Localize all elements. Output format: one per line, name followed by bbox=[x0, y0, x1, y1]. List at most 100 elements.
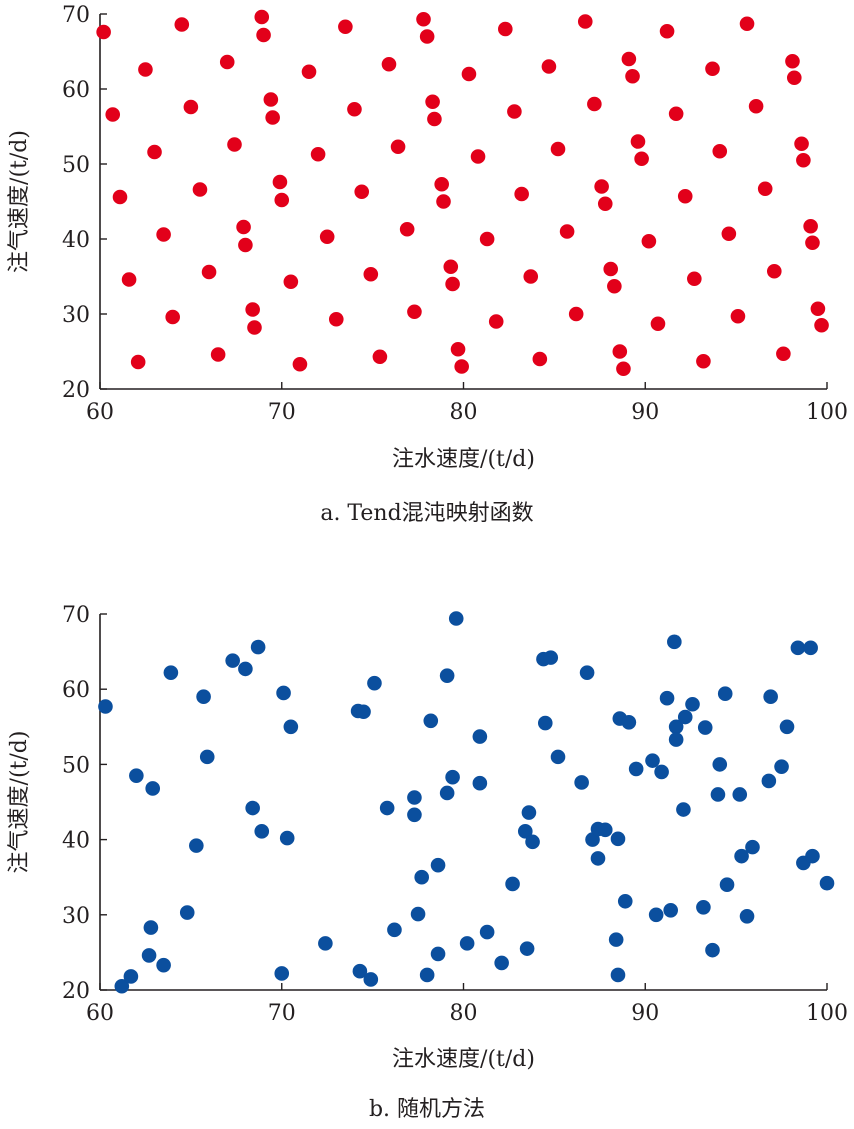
data-point bbox=[179, 905, 195, 920]
data-point bbox=[719, 877, 735, 893]
data-point bbox=[276, 685, 291, 701]
x-axis-label-a: 注水速度/(t/d) bbox=[392, 447, 535, 472]
data-point bbox=[367, 675, 382, 691]
data-point bbox=[363, 266, 379, 282]
data-point bbox=[517, 824, 533, 839]
data-point bbox=[621, 51, 637, 67]
data-point bbox=[381, 56, 397, 72]
points-a bbox=[96, 9, 829, 377]
data-point bbox=[603, 261, 619, 277]
data-point bbox=[594, 179, 609, 194]
data-point bbox=[227, 137, 242, 152]
data-point bbox=[448, 611, 464, 626]
data-point bbox=[710, 787, 726, 802]
data-point bbox=[779, 719, 795, 735]
data-point bbox=[786, 70, 802, 86]
data-point bbox=[379, 800, 395, 816]
data-point bbox=[363, 972, 379, 987]
data-point bbox=[121, 272, 137, 287]
data-point bbox=[407, 807, 422, 823]
data-point bbox=[265, 110, 280, 125]
data-point bbox=[283, 719, 299, 735]
y-axis-label-a: 注气速度/(t/d) bbox=[7, 130, 32, 273]
data-point bbox=[328, 311, 344, 327]
data-point bbox=[461, 66, 477, 82]
data-point bbox=[748, 98, 764, 114]
x-axis-label-b: 注水速度/(t/d) bbox=[392, 1047, 535, 1072]
data-point bbox=[803, 218, 818, 234]
data-point bbox=[717, 686, 733, 702]
data-point bbox=[676, 802, 691, 817]
data-point bbox=[763, 689, 778, 705]
data-point bbox=[274, 192, 290, 208]
y-tick-label-b: 30 bbox=[62, 904, 90, 929]
data-point bbox=[745, 839, 760, 855]
data-point bbox=[450, 341, 466, 357]
data-point bbox=[721, 226, 737, 242]
data-point bbox=[479, 924, 495, 940]
data-point bbox=[138, 62, 153, 77]
data-point bbox=[739, 909, 755, 924]
data-point bbox=[247, 320, 262, 335]
x-tick-label-b: 70 bbox=[268, 1001, 296, 1026]
data-point bbox=[399, 221, 415, 237]
data-point bbox=[790, 640, 806, 656]
data-point bbox=[274, 966, 290, 981]
data-point bbox=[677, 188, 693, 204]
data-point bbox=[617, 893, 633, 909]
data-point bbox=[610, 967, 626, 983]
data-point bbox=[472, 729, 488, 744]
data-point bbox=[263, 92, 279, 107]
data-point bbox=[730, 308, 746, 324]
data-point bbox=[236, 219, 251, 235]
data-point bbox=[354, 184, 370, 200]
data-point bbox=[794, 136, 809, 152]
data-point bbox=[410, 906, 426, 922]
data-point bbox=[225, 653, 240, 668]
data-point bbox=[114, 978, 130, 994]
data-point bbox=[697, 720, 713, 735]
data-point bbox=[648, 907, 664, 923]
x-tick-label-a: 80 bbox=[450, 400, 478, 425]
data-point bbox=[668, 106, 684, 122]
data-point bbox=[543, 650, 559, 665]
data-point bbox=[310, 146, 326, 162]
data-point bbox=[352, 963, 368, 979]
x-tick-label-b: 90 bbox=[631, 1001, 659, 1026]
data-point bbox=[774, 759, 789, 774]
x-tick-label-b: 100 bbox=[806, 1001, 848, 1026]
data-point bbox=[98, 699, 113, 714]
y-tick-label-a: 60 bbox=[62, 78, 90, 103]
data-point bbox=[612, 344, 628, 359]
data-point bbox=[625, 68, 640, 84]
data-point bbox=[238, 237, 253, 253]
data-point bbox=[445, 276, 460, 292]
caption-b: b. 随机方法 bbox=[369, 1097, 485, 1122]
data-point bbox=[532, 351, 548, 367]
data-point bbox=[141, 948, 157, 963]
data-point bbox=[687, 271, 702, 287]
data-point bbox=[757, 181, 773, 197]
data-point bbox=[130, 354, 146, 370]
data-point bbox=[199, 749, 215, 765]
data-point bbox=[256, 27, 271, 43]
points-b bbox=[98, 611, 835, 994]
data-point bbox=[105, 107, 121, 122]
x-tick-label-a: 70 bbox=[268, 400, 296, 425]
data-point bbox=[414, 869, 429, 885]
data-point bbox=[183, 99, 199, 115]
data-point bbox=[272, 174, 288, 190]
data-point bbox=[712, 757, 728, 772]
data-point bbox=[439, 785, 455, 801]
data-point bbox=[663, 902, 678, 918]
data-point bbox=[732, 787, 748, 802]
data-point bbox=[419, 967, 435, 983]
data-point bbox=[577, 14, 593, 29]
data-point bbox=[470, 149, 486, 164]
data-point bbox=[641, 233, 657, 249]
data-point bbox=[541, 59, 557, 74]
data-point bbox=[537, 715, 553, 731]
data-point bbox=[390, 139, 406, 155]
data-point bbox=[634, 151, 649, 167]
data-point bbox=[156, 957, 171, 973]
